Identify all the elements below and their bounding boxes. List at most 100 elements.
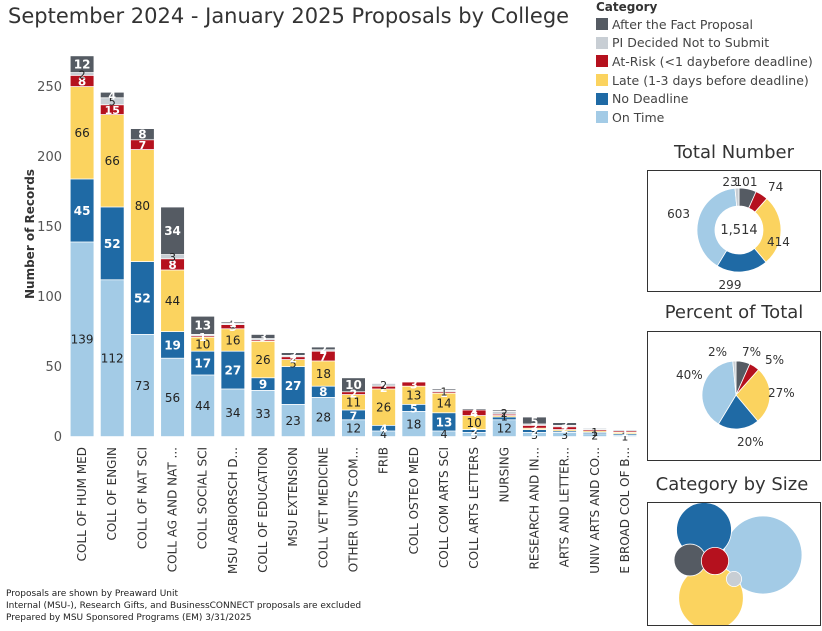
- bar-segment-after[interactable]: [462, 409, 486, 410]
- bar-segment-nodeadline[interactable]: [342, 410, 365, 420]
- bar-segment-ontime[interactable]: [311, 397, 335, 437]
- bar-segment-after[interactable]: [251, 334, 275, 339]
- bar-segment-after[interactable]: [432, 389, 456, 390]
- bar-segment-after[interactable]: [191, 316, 215, 334]
- bar-segment-late[interactable]: [70, 87, 94, 179]
- bar-segment-nodeadline[interactable]: [100, 207, 124, 280]
- pie-slice-ontime[interactable]: [696, 187, 738, 267]
- bar-segment-late[interactable]: [161, 270, 185, 332]
- bar-segment-nodeadline[interactable]: [613, 434, 637, 435]
- bar-segment-atrisk[interactable]: [583, 430, 607, 431]
- bar-segment-ontime[interactable]: [402, 411, 426, 437]
- bar-segment-ontime[interactable]: [583, 434, 607, 437]
- bar-segment-late[interactable]: [492, 416, 516, 417]
- bar-segment-nodeadline[interactable]: [311, 386, 335, 397]
- bar-segment-ontime[interactable]: [191, 375, 215, 437]
- bar-segment-late[interactable]: [130, 150, 154, 262]
- bar-segment-atrisk[interactable]: [311, 351, 335, 361]
- bar-segment-late[interactable]: [522, 428, 546, 430]
- bar-segment-nodeadline[interactable]: [492, 417, 516, 420]
- bar-segment-nodeadline[interactable]: [70, 179, 94, 242]
- bar-segment-late[interactable]: [432, 393, 456, 413]
- bar-segment-atrisk[interactable]: [522, 425, 546, 428]
- bar-segment-late[interactable]: [583, 431, 607, 432]
- bar-segment-atrisk[interactable]: [462, 410, 486, 416]
- bar-segment-pi[interactable]: [522, 424, 546, 425]
- bar-segment-nodeadline[interactable]: [402, 404, 426, 411]
- bar-segment-late[interactable]: [553, 430, 577, 431]
- bar-segment-ontime[interactable]: [553, 432, 577, 437]
- bar-segment-nodeadline[interactable]: [191, 351, 215, 375]
- bar-segment-nodeadline[interactable]: [161, 332, 185, 358]
- bar-segment-nodeadline[interactable]: [130, 262, 154, 334]
- bar-segment-nodeadline[interactable]: [221, 351, 245, 389]
- bar-segment-ontime[interactable]: [221, 389, 245, 437]
- legend-item-after[interactable]: After the Fact Proposal: [596, 15, 822, 34]
- bar-segment-pi[interactable]: [492, 411, 516, 414]
- bar-segment-after[interactable]: [342, 378, 365, 392]
- bar-segment-nodeadline[interactable]: [372, 425, 396, 431]
- bar-segment-atrisk[interactable]: [130, 140, 154, 150]
- bubble-atrisk[interactable]: [700, 546, 730, 576]
- bar-segment-atrisk[interactable]: [221, 325, 245, 329]
- bar-segment-pi[interactable]: [191, 334, 215, 336]
- pie-slice-late[interactable]: [735, 369, 771, 422]
- legend-item-ontime[interactable]: On Time: [596, 108, 822, 127]
- bar-segment-pi[interactable]: [221, 323, 245, 325]
- bar-segment-ontime[interactable]: [281, 404, 305, 437]
- bar-segment-ontime[interactable]: [432, 431, 456, 437]
- bar-segment-late[interactable]: [342, 395, 365, 410]
- bar-segment-late[interactable]: [100, 115, 124, 207]
- bar-segment-late[interactable]: [462, 416, 486, 430]
- pie-slice-pi[interactable]: [732, 360, 737, 396]
- bar-segment-after[interactable]: [70, 56, 94, 73]
- bar-segment-after[interactable]: [130, 129, 154, 140]
- bar-segment-pi[interactable]: [161, 255, 185, 259]
- bar-segment-late[interactable]: [402, 386, 426, 404]
- bar-segment-ontime[interactable]: [462, 432, 486, 437]
- bar-segment-atrisk[interactable]: [161, 259, 185, 270]
- bar-segment-pi[interactable]: [553, 425, 577, 427]
- bar-segment-late[interactable]: [613, 432, 637, 434]
- pie-slice-ontime[interactable]: [701, 360, 737, 425]
- bar-segment-nodeadline[interactable]: [553, 431, 577, 432]
- bar-segment-pi[interactable]: [372, 383, 396, 386]
- bar-segment-atrisk[interactable]: [342, 392, 365, 395]
- bar-segment-ontime[interactable]: [161, 358, 185, 437]
- bar-segment-pi[interactable]: [100, 98, 124, 105]
- bar-segment-after[interactable]: [553, 423, 577, 425]
- bar-segment-atrisk[interactable]: [281, 357, 305, 360]
- bar-segment-atrisk[interactable]: [372, 386, 396, 389]
- bar-segment-ontime[interactable]: [613, 435, 637, 437]
- bar-segment-pi[interactable]: [432, 390, 456, 392]
- bar-segment-atrisk[interactable]: [402, 382, 426, 386]
- bar-segment-atrisk[interactable]: [432, 392, 456, 393]
- bar-segment-after[interactable]: [311, 347, 335, 350]
- bar-segment-pi[interactable]: [281, 355, 305, 357]
- bar-segment-atrisk[interactable]: [191, 336, 215, 337]
- bar-segment-ontime[interactable]: [492, 420, 516, 437]
- bar-segment-ontime[interactable]: [342, 420, 365, 437]
- bar-segment-atrisk[interactable]: [251, 340, 275, 341]
- pie-slice-nodeadline[interactable]: [717, 394, 759, 430]
- bar-segment-ontime[interactable]: [251, 390, 275, 437]
- bar-segment-atrisk[interactable]: [553, 427, 577, 430]
- pie-slice-pi[interactable]: [734, 187, 740, 207]
- bar-segment-late[interactable]: [311, 361, 335, 386]
- bar-segment-nodeadline[interactable]: [522, 430, 546, 432]
- bar-segment-nodeadline[interactable]: [583, 432, 607, 434]
- legend-item-late[interactable]: Late (1-3 days before deadline): [596, 71, 822, 90]
- bar-segment-after[interactable]: [100, 92, 124, 98]
- bar-segment-pi[interactable]: [613, 430, 637, 431]
- bar-segment-nodeadline[interactable]: [281, 367, 305, 404]
- bar-segment-late[interactable]: [221, 329, 245, 351]
- bar-segment-ontime[interactable]: [70, 242, 94, 437]
- bar-segment-late[interactable]: [251, 341, 275, 378]
- legend-item-pi[interactable]: PI Decided Not to Submit: [596, 34, 822, 53]
- bar-segment-nodeadline[interactable]: [432, 413, 456, 431]
- bar-segment-nodeadline[interactable]: [251, 378, 275, 390]
- bar-segment-nodeadline[interactable]: [462, 430, 486, 432]
- bar-segment-after[interactable]: [161, 207, 185, 255]
- legend-item-nodeadline[interactable]: No Deadline: [596, 89, 822, 108]
- bar-segment-ontime[interactable]: [522, 432, 546, 437]
